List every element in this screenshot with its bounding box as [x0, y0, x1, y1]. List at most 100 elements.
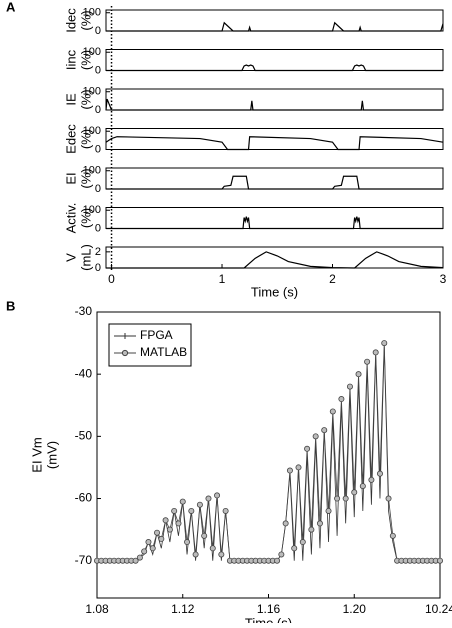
y-tick-label: 100 — [83, 86, 101, 98]
y-axis-label: (%) — [78, 168, 93, 188]
x-axis-label: Time (s) — [251, 284, 298, 299]
y-axis-label: EI — [63, 172, 78, 184]
data-point — [179, 498, 186, 505]
data-point — [192, 551, 199, 558]
data-point — [325, 507, 332, 514]
panel-label: B — [6, 298, 15, 313]
data-point — [158, 535, 165, 542]
y-tick-label: 0 — [95, 183, 101, 195]
data-point — [141, 548, 148, 555]
data-point — [171, 507, 178, 514]
y-tick-label: 0 — [95, 143, 101, 155]
data-point — [316, 520, 323, 527]
data-point — [346, 383, 353, 390]
x-tick-label: 1 — [219, 272, 226, 286]
data-point — [184, 539, 191, 546]
series-line — [105, 98, 443, 111]
y-tick-label: -60 — [75, 491, 93, 505]
data-point — [201, 532, 208, 539]
x-tick-label: 1.08 — [85, 602, 109, 616]
series-line — [106, 64, 443, 72]
y-axis-label: EI Vm — [29, 437, 44, 472]
y-axis-label: (%) — [78, 10, 93, 30]
data-point — [209, 545, 216, 552]
data-point — [334, 495, 341, 502]
data-point — [278, 551, 285, 558]
data-point — [196, 501, 203, 508]
y-tick-label: 0 — [95, 25, 101, 37]
y-tick-label: -50 — [75, 429, 93, 443]
panel-label: A — [6, 0, 16, 14]
data-point — [149, 545, 156, 552]
data-point — [218, 551, 225, 558]
y-axis-label: (%) — [78, 89, 93, 109]
y-tick-label: 0 — [95, 222, 101, 234]
series-line — [106, 216, 443, 230]
data-point — [304, 445, 311, 452]
data-point — [291, 545, 298, 552]
y-tick-label: 0 — [95, 64, 101, 76]
data-point — [364, 358, 371, 365]
y-tick-label: 0 — [95, 104, 101, 116]
series-line — [106, 21, 444, 32]
plot-frame — [105, 207, 444, 229]
x-tick-label: 1.20 — [343, 602, 367, 616]
data-point — [175, 520, 182, 527]
data-point — [385, 495, 392, 502]
plot-frame — [105, 9, 444, 32]
y-tick-label: -30 — [75, 304, 93, 318]
x-tick-label: 1.12 — [171, 602, 195, 616]
data-point — [436, 557, 443, 564]
legend-label: FPGA — [140, 328, 173, 342]
data-point — [145, 539, 152, 546]
x-axis-label: Time (s) — [245, 615, 292, 623]
data-point — [329, 408, 336, 415]
data-point — [312, 433, 319, 440]
y-tick-label: 100 — [83, 7, 101, 19]
data-point — [154, 529, 161, 536]
data-point — [368, 476, 375, 483]
data-point — [188, 507, 195, 514]
y-tick-label: 100 — [83, 165, 101, 177]
data-point — [372, 349, 379, 356]
plot-frame — [105, 167, 444, 190]
legend-label: MATLAB — [140, 345, 187, 359]
data-point — [295, 464, 302, 471]
x-tick-label: 3 — [440, 272, 447, 286]
data-point — [162, 517, 169, 524]
series-line — [105, 136, 444, 151]
y-axis-label: Iinc — [63, 49, 78, 70]
data-point — [389, 532, 396, 539]
data-point — [355, 371, 362, 378]
data-point — [286, 467, 293, 474]
x-tick-label: 1.16 — [257, 602, 281, 616]
y-tick-label: 100 — [83, 46, 101, 58]
y-axis-label: Edec — [63, 124, 78, 154]
data-point — [132, 557, 139, 564]
y-axis-label: (%) — [78, 50, 93, 70]
data-point — [222, 507, 229, 514]
plot-frame — [105, 246, 444, 269]
series-line — [97, 346, 440, 562]
y-axis-label: V — [63, 253, 78, 262]
data-point — [214, 492, 221, 499]
data-point — [376, 470, 383, 477]
x-tick-label: 2 — [329, 272, 336, 286]
data-point — [282, 520, 289, 527]
y-axis-label: Activ. — [63, 203, 78, 234]
series-line — [106, 175, 443, 190]
y-tick-label: -70 — [75, 553, 93, 567]
data-point — [136, 554, 143, 561]
y-axis-label: (mV) — [44, 441, 59, 469]
y-axis-label: (mL) — [78, 244, 93, 271]
legend-box — [108, 323, 192, 367]
y-tick-label: 100 — [83, 125, 101, 137]
x-tick-label: 10.24 — [425, 602, 452, 616]
data-point — [351, 489, 358, 496]
plot-frame — [105, 128, 444, 150]
data-point — [321, 427, 328, 434]
legend-marker — [122, 333, 128, 339]
data-point — [359, 483, 366, 490]
data-point — [205, 495, 212, 502]
